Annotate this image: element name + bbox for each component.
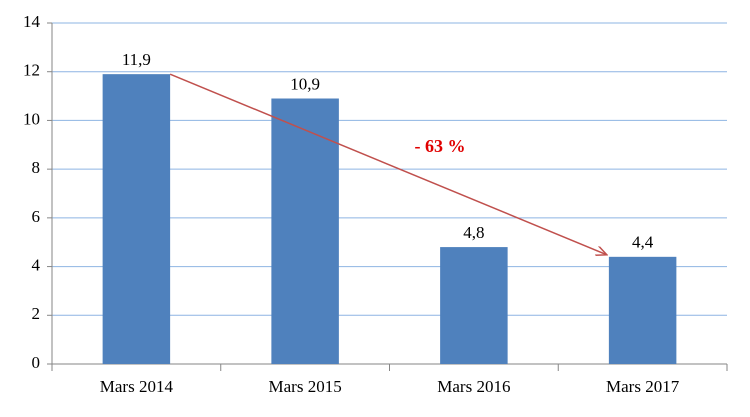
trend-arrow	[169, 73, 607, 255]
x-tick-label: Mars 2014	[100, 377, 174, 396]
x-tick-label: Mars 2017	[606, 377, 680, 396]
y-tick-label: 14	[23, 12, 41, 31]
y-tick-label: 6	[32, 207, 41, 226]
y-tick-label: 8	[32, 158, 41, 177]
x-tick-label: Mars 2015	[269, 377, 342, 396]
y-tick-label: 10	[23, 109, 40, 128]
y-tick-label: 4	[32, 255, 41, 274]
annotation: - 63 %	[415, 136, 466, 156]
value-label: 10,9	[290, 74, 320, 93]
value-label: 4,4	[632, 233, 654, 252]
y-tick-label: 12	[23, 61, 40, 80]
value-label: 11,9	[122, 50, 151, 69]
y-tick-label: 0	[32, 353, 41, 372]
bar	[271, 98, 339, 364]
bar	[608, 256, 677, 364]
y-tick-label: 2	[32, 304, 41, 323]
bar	[440, 247, 508, 364]
bar	[102, 74, 171, 365]
x-tick-label: Mars 2016	[437, 377, 510, 396]
value-label: 4,8	[463, 223, 484, 242]
